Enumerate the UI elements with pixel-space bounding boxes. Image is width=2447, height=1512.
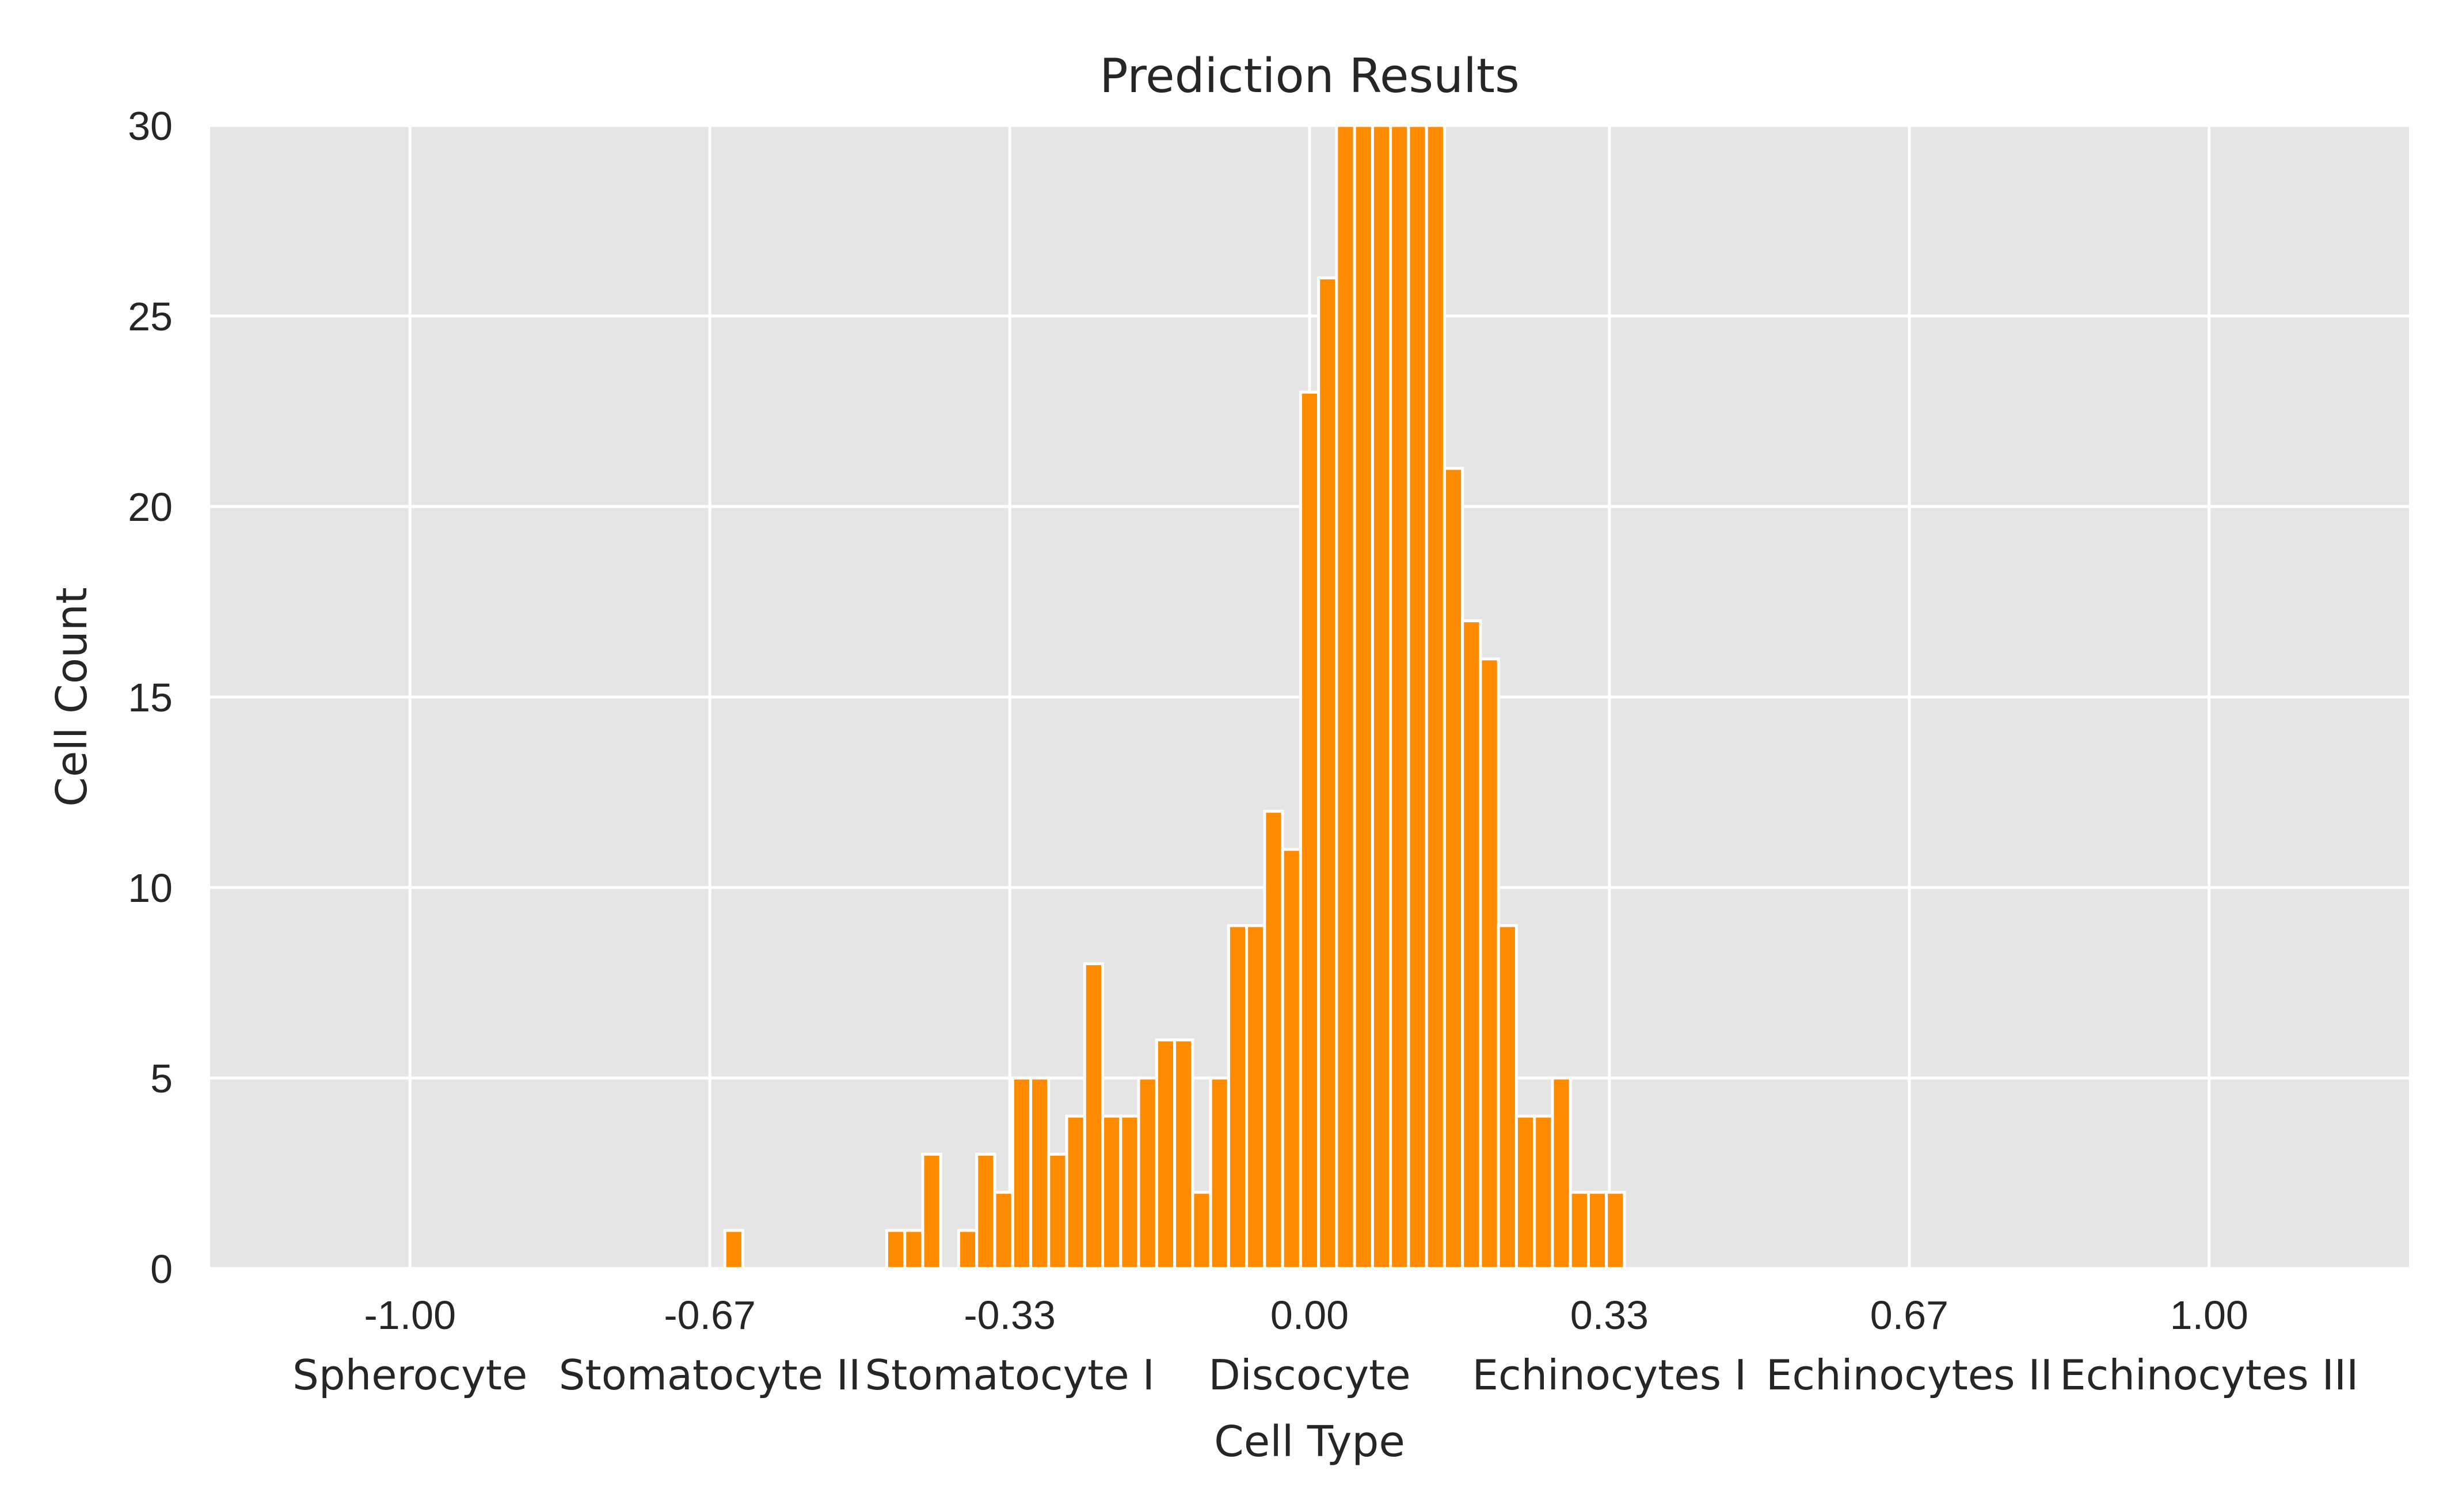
histogram-bar xyxy=(1461,619,1482,1270)
histogram-bar xyxy=(1029,1076,1051,1270)
histogram-bar xyxy=(957,1229,979,1270)
x-tick-label: 1.00 xyxy=(2170,1293,2248,1338)
y-tick-labels: 0 5 10 15 20 25 30 xyxy=(128,104,173,1292)
y-tick-label: 0 xyxy=(150,1247,173,1292)
histogram-bar xyxy=(1371,124,1392,1270)
y-tick-label: 10 xyxy=(128,866,173,911)
x-category-label: Stomatocyte II xyxy=(559,1351,861,1399)
chart-title: Prediction Results xyxy=(1099,49,1520,104)
histogram-bar xyxy=(1551,1076,1572,1270)
y-tick-label: 5 xyxy=(150,1056,173,1101)
x-category-label: Stomatocyte I xyxy=(865,1351,1154,1399)
histogram-bar xyxy=(723,1229,744,1270)
y-tick-label: 15 xyxy=(128,675,173,720)
histogram-bar xyxy=(1155,1038,1177,1270)
histogram-bar xyxy=(1209,1076,1230,1270)
histogram-bar xyxy=(1514,1114,1536,1270)
histogram-bar xyxy=(1191,1191,1212,1270)
x-tick-label: 0.00 xyxy=(1270,1293,1349,1338)
histogram-bar xyxy=(1497,924,1518,1270)
histogram-bar xyxy=(1101,1114,1122,1270)
histogram-bar xyxy=(1407,124,1428,1270)
y-tick-label: 30 xyxy=(128,104,173,148)
x-tick-label: -0.67 xyxy=(664,1293,756,1338)
x-category-label: Spherocyte xyxy=(292,1351,527,1399)
y-axis-label: Cell Count xyxy=(47,587,97,807)
histogram-bar xyxy=(903,1229,924,1270)
histogram-bar xyxy=(1353,124,1374,1270)
histogram-bar xyxy=(1299,390,1320,1270)
histogram-bar xyxy=(921,1152,942,1270)
histogram-bar xyxy=(1335,124,1356,1270)
histogram-bar xyxy=(1227,924,1249,1270)
histogram-bar xyxy=(1011,1076,1033,1270)
x-tick-label: -1.00 xyxy=(364,1293,456,1338)
y-tick-label: 25 xyxy=(128,294,173,339)
bars xyxy=(723,124,1626,1270)
histogram-bar xyxy=(975,1152,996,1270)
histogram-bar xyxy=(1245,924,1266,1270)
histogram-bar xyxy=(1173,1038,1194,1270)
x-category-label: Echinocytes III xyxy=(2060,1351,2358,1399)
x-tick-label: 0.33 xyxy=(1570,1293,1649,1338)
histogram-bar xyxy=(1569,1191,1590,1270)
histogram-bar xyxy=(1586,1191,1608,1270)
histogram-bar xyxy=(1479,657,1500,1270)
histogram-bar xyxy=(1605,1191,1626,1270)
x-tick-label: 0.67 xyxy=(1870,1293,1949,1338)
histogram-bar xyxy=(1119,1114,1140,1270)
x-axis-label: Cell Type xyxy=(1214,1417,1405,1467)
histogram-bar xyxy=(1065,1114,1086,1270)
y-tick-label: 20 xyxy=(128,485,173,530)
x-category-label: Discocyte xyxy=(1208,1351,1410,1399)
x-category-label: Echinocytes I xyxy=(1472,1351,1746,1399)
histogram-bar xyxy=(1389,124,1410,1270)
histogram-bar xyxy=(1443,467,1464,1270)
histogram-bar xyxy=(885,1229,907,1270)
histogram-bar xyxy=(1425,124,1446,1270)
x-tick-label: -0.33 xyxy=(964,1293,1056,1338)
histogram-bar xyxy=(1317,276,1338,1270)
histogram-bar xyxy=(1281,848,1302,1270)
histogram-bar xyxy=(1137,1076,1158,1270)
histogram-bar xyxy=(1047,1152,1068,1270)
x-category-label: Echinocytes II xyxy=(1766,1351,2053,1399)
histogram-bar xyxy=(1263,810,1284,1270)
histogram-bar xyxy=(1533,1114,1554,1270)
histogram-bar xyxy=(993,1191,1014,1270)
x-tick-labels: -1.00 Spherocyte -0.67 Stomatocyte II -0.33 S… xyxy=(292,1293,2358,1399)
histogram-bar xyxy=(1083,962,1105,1270)
